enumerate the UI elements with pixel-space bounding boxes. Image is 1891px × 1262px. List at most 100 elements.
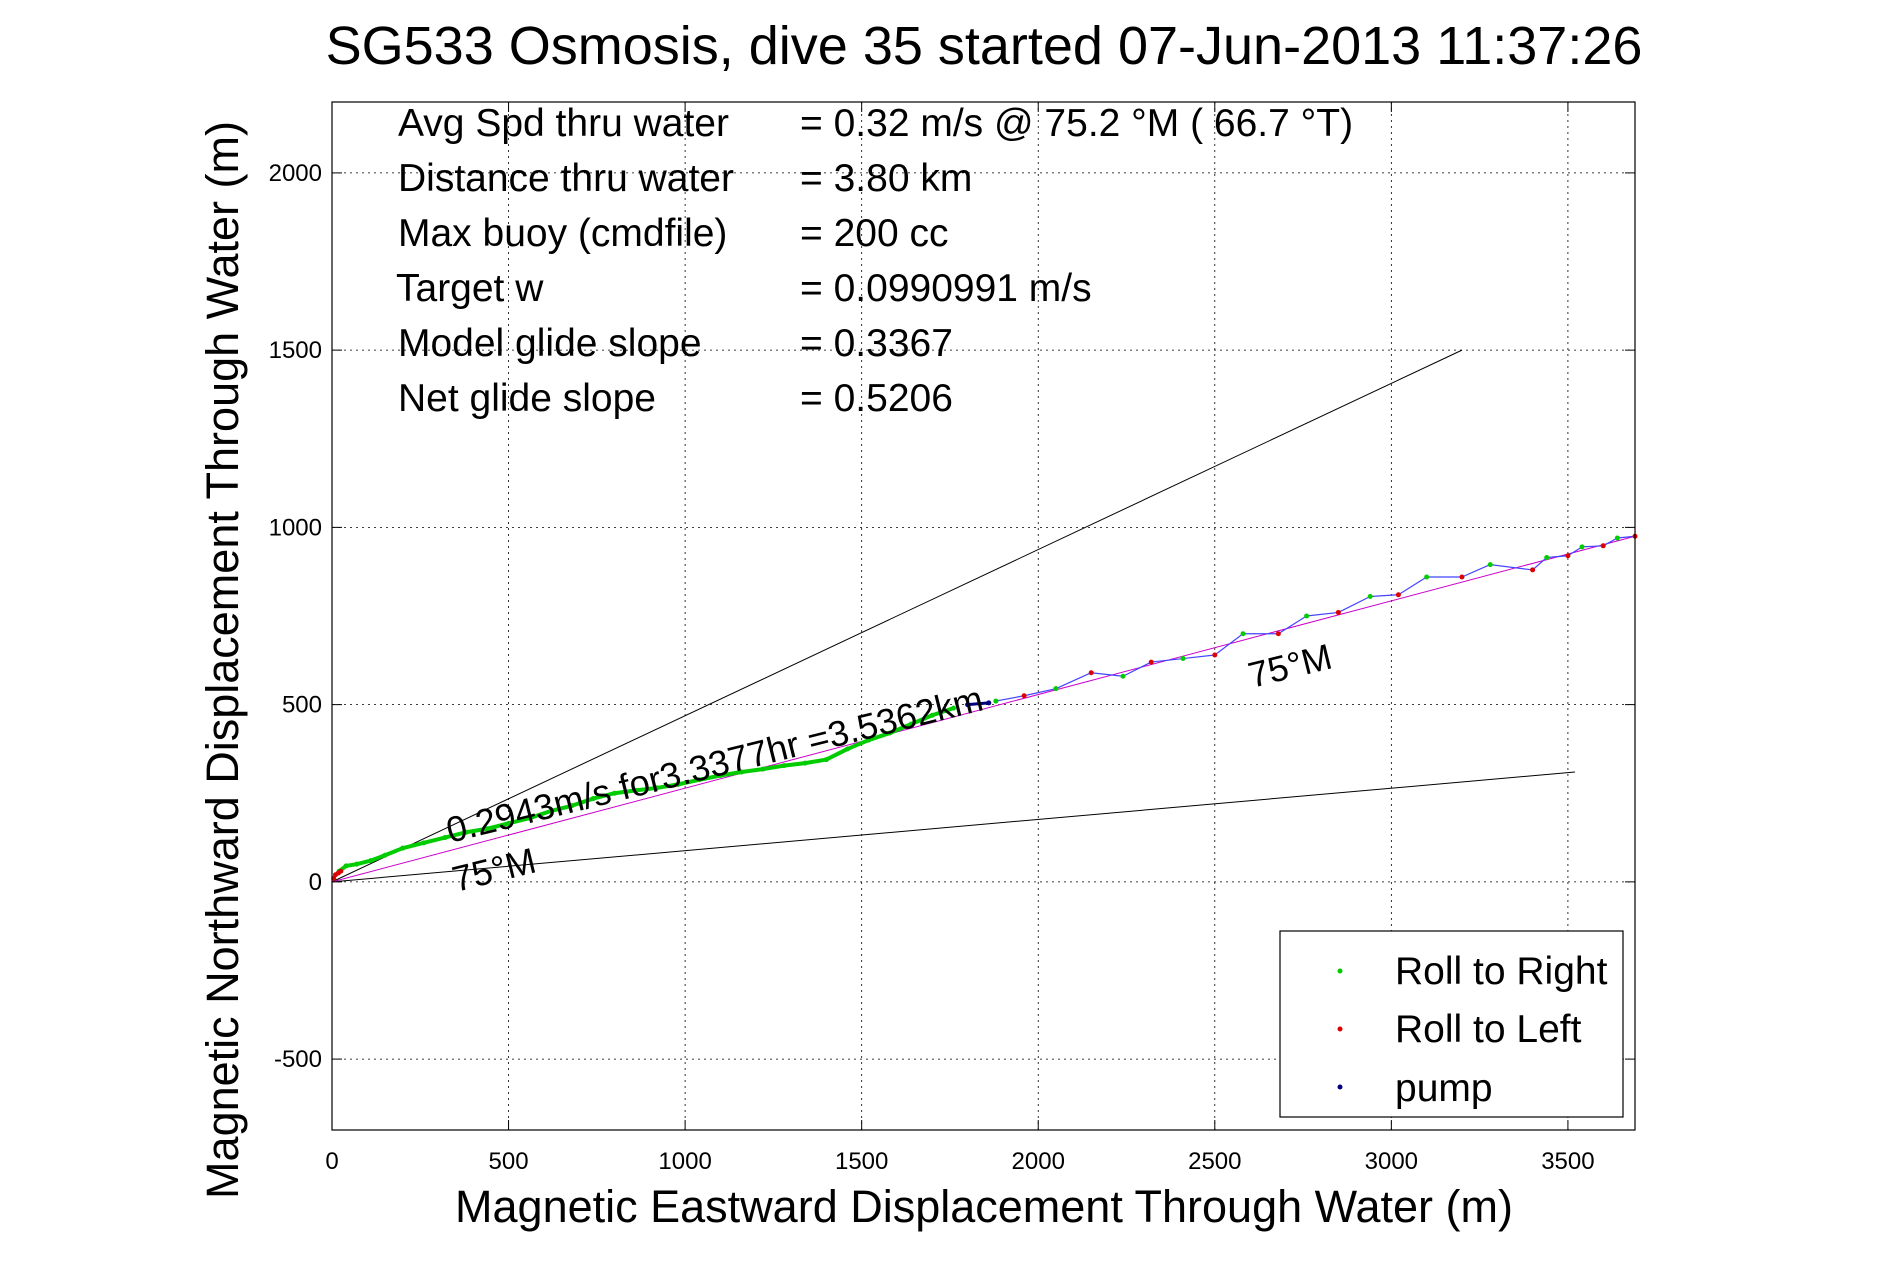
info-value-target-w: = 0.0990991 m/s <box>800 267 1092 310</box>
data-point <box>696 777 702 783</box>
data-point <box>1600 543 1606 549</box>
data-point <box>442 835 448 841</box>
data-point <box>950 705 956 711</box>
legend-box <box>1279 930 1624 1118</box>
grid <box>331 102 1635 1130</box>
data-point <box>654 785 660 791</box>
series-group <box>331 533 1638 881</box>
data-point <box>1565 553 1571 559</box>
legend: Roll to Right Roll to Left pump <box>1279 930 1624 1118</box>
data-point <box>1180 656 1186 662</box>
data-point <box>965 702 971 708</box>
info-value-distance: = 3.80 km <box>800 157 972 200</box>
plot-frame <box>331 101 1636 1131</box>
data-point <box>929 712 935 718</box>
data-point <box>1424 574 1430 580</box>
legend-label-pump: pump <box>1395 1067 1493 1110</box>
data-point <box>781 763 787 769</box>
data-point <box>845 746 851 752</box>
info-value-avg-speed: = 0.32 m/s @ 75.2 °M ( 66.7 °T) <box>800 102 1353 145</box>
data-point <box>484 826 490 832</box>
data-point <box>338 868 344 874</box>
data-point <box>823 757 829 763</box>
info-label-target-w: Target w <box>396 267 544 310</box>
x-tick-label: 3500 <box>1541 1148 1594 1175</box>
legend-label-roll-left: Roll to Left <box>1395 1008 1582 1051</box>
axis-ticks: 0 500 1000 1500 2000 2500 3000 3500 -500 0 500 1000… <box>269 102 1635 1175</box>
info-value-max-buoy: = 200 cc <box>800 212 949 255</box>
data-point <box>760 766 766 772</box>
x-tick-label: 0 <box>325 1148 338 1175</box>
legend-label-roll-right: Roll to Right <box>1395 950 1608 993</box>
y-tick-label: 0 <box>309 869 322 896</box>
x-tick-label: 1500 <box>835 1148 888 1175</box>
data-point <box>1240 631 1246 637</box>
guide-lines <box>331 349 1636 883</box>
data-point <box>1021 693 1027 699</box>
data-point <box>993 698 999 704</box>
y-tick-label: -500 <box>274 1046 322 1073</box>
y-tick-label: 1000 <box>269 514 322 541</box>
series-line-2 <box>967 701 989 707</box>
data-point <box>1304 613 1310 619</box>
data-point <box>463 829 469 835</box>
legend-marker-roll-right <box>1337 968 1343 974</box>
data-point <box>382 852 388 858</box>
series-line-0 <box>337 706 955 873</box>
y-tick-label: 1500 <box>269 337 322 364</box>
data-point <box>908 721 914 727</box>
data-point <box>1395 592 1401 598</box>
data-point <box>1120 673 1126 679</box>
data-point <box>1275 631 1281 637</box>
data-point <box>1530 567 1536 573</box>
data-point <box>1088 670 1094 676</box>
data-point <box>633 787 639 793</box>
guide-line <box>331 771 1576 883</box>
info-label-distance: Distance thru water <box>398 157 734 200</box>
data-point <box>590 796 596 802</box>
y-tick-label: 2000 <box>269 160 322 187</box>
data-point <box>1335 609 1341 615</box>
x-tick-label: 3000 <box>1365 1148 1418 1175</box>
data-point <box>717 773 723 779</box>
data-point <box>1053 686 1059 692</box>
series-line-3 <box>995 535 1636 702</box>
data-point <box>343 863 349 869</box>
x-tick-label: 2500 <box>1188 1148 1241 1175</box>
data-point <box>1212 652 1218 658</box>
data-point <box>1544 555 1550 561</box>
data-point <box>1459 574 1465 580</box>
data-point <box>506 820 512 826</box>
info-value-net-glide: = 0.5206 <box>800 377 953 420</box>
data-point <box>887 730 893 736</box>
data-point <box>548 808 554 814</box>
mean-track-line <box>331 535 1636 883</box>
data-point <box>802 760 808 766</box>
chart-title: SG533 Osmosis, dive 35 started 07-Jun-20… <box>326 16 1643 76</box>
info-label-max-buoy: Max buoy (cmdfile) <box>398 212 727 255</box>
data-point <box>866 737 872 743</box>
legend-marker-roll-left <box>1337 1026 1343 1032</box>
data-point <box>421 840 427 846</box>
data-point <box>611 790 617 796</box>
x-tick-label: 2000 <box>1012 1148 1065 1175</box>
data-point <box>1367 594 1373 600</box>
info-label-net-glide: Net glide slope <box>398 377 656 420</box>
data-point <box>986 700 992 706</box>
data-point <box>675 781 681 787</box>
data-point <box>569 803 575 809</box>
y-tick-label: 500 <box>282 692 322 719</box>
x-tick-label: 500 <box>489 1148 529 1175</box>
data-point <box>1614 535 1620 541</box>
data-point <box>1579 544 1585 550</box>
info-label-model-glide: Model glide slope <box>398 322 702 365</box>
data-point <box>1487 562 1493 568</box>
info-label-avg-speed: Avg Spd thru water <box>398 102 729 145</box>
data-point <box>368 858 374 864</box>
data-point <box>400 845 406 851</box>
data-point <box>354 861 360 867</box>
data-point <box>527 815 533 821</box>
y-axis-label: Magnetic Northward Displacement Through … <box>197 121 248 1199</box>
x-tick-label: 1000 <box>658 1148 711 1175</box>
